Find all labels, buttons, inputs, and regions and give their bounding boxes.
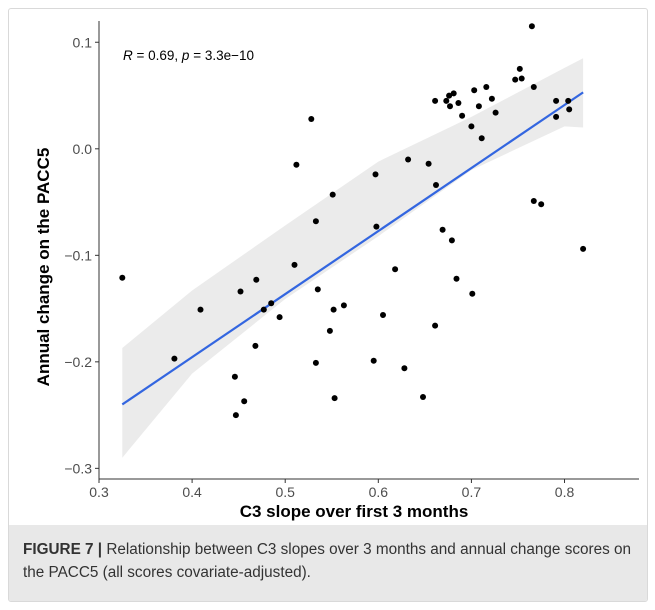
data-point-12: [291, 261, 298, 268]
y-tick-label-0: 0.1: [73, 34, 93, 50]
data-point-45: [469, 290, 476, 297]
data-point-25: [373, 223, 380, 230]
data-point-59: [553, 97, 560, 104]
data-point-23: [370, 357, 377, 364]
data-point-17: [314, 286, 321, 293]
figure-caption: FIGURE 7 | Relationship between C3 slope…: [9, 525, 647, 601]
data-point-26: [380, 312, 386, 318]
data-point-18: [326, 327, 333, 334]
data-point-16: [312, 359, 319, 366]
data-point-41: [453, 275, 460, 282]
y-tick-label-3: −0.2: [64, 354, 92, 370]
data-point-42: [455, 100, 462, 106]
figure-label: FIGURE 7 |: [23, 541, 103, 558]
fit-line: [121, 91, 584, 406]
data-point-36: [443, 97, 450, 104]
confidence-band-layer: [122, 58, 584, 458]
data-point-54: [518, 75, 525, 82]
data-point-1: [171, 355, 178, 362]
data-point-8: [253, 276, 260, 283]
figure-panel: 0.3 0.4 0.5 0.6 0.7 0.8 0.1 0.0 −0.1 −0.2 −0.3 R =…: [8, 8, 648, 602]
x-tick-label-0: 0.3: [89, 484, 109, 500]
y-tick-label-4: −0.3: [64, 460, 92, 476]
x-axis-title: C3 slope over first 3 months: [240, 502, 469, 521]
x-tick-label-1: 0.4: [182, 484, 202, 500]
data-point-13: [293, 161, 300, 168]
data-point-34: [432, 322, 439, 329]
data-point-39: [448, 237, 455, 244]
data-point-55: [528, 23, 535, 30]
data-point-61: [565, 97, 572, 104]
fit-line-layer: [121, 91, 584, 406]
data-point-57: [530, 198, 537, 204]
data-point-37: [446, 92, 453, 99]
data-point-49: [483, 84, 490, 90]
correlation-annotation: R = 0.69, p = 3.3e−10: [123, 48, 254, 63]
data-point-63: [580, 245, 587, 252]
data-point-31: [425, 160, 432, 167]
data-point-47: [475, 103, 482, 110]
data-point-22: [340, 302, 347, 309]
scatter-chart: 0.3 0.4 0.5 0.6 0.7 0.8 0.1 0.0 −0.1 −0.2 −0.3 R =…: [34, 21, 639, 521]
data-point-51: [492, 109, 499, 116]
data-point-11: [276, 314, 283, 321]
data-point-60: [553, 113, 560, 120]
axes-layer: 0.3 0.4 0.5 0.6 0.7 0.8 0.1 0.0 −0.1 −0.2 −0.3: [64, 21, 639, 500]
data-point-35: [439, 226, 446, 233]
data-point-53: [516, 65, 523, 72]
data-point-32: [432, 97, 439, 104]
y-tick-label-1: 0.0: [73, 141, 93, 157]
data-point-14: [308, 116, 315, 122]
data-point-0: [119, 274, 126, 281]
x-tick-label-5: 0.8: [555, 484, 575, 500]
data-point-3: [231, 373, 238, 380]
x-tick-label-3: 0.6: [369, 484, 389, 500]
points-layer: [119, 23, 587, 419]
data-point-19: [329, 191, 336, 198]
data-point-46: [471, 87, 478, 94]
data-point-50: [488, 95, 495, 102]
data-point-28: [401, 365, 408, 372]
confidence-band: [122, 58, 584, 458]
x-tick-label-2: 0.5: [275, 484, 295, 500]
data-point-2: [197, 306, 204, 313]
data-point-56: [530, 84, 537, 90]
data-point-43: [459, 112, 466, 119]
data-point-5: [237, 288, 244, 295]
data-point-20: [330, 306, 337, 313]
data-point-10: [268, 300, 275, 307]
data-point-9: [260, 306, 267, 313]
x-tick-label-4: 0.7: [462, 484, 482, 500]
data-point-30: [420, 394, 426, 400]
data-point-21: [331, 395, 338, 402]
data-point-52: [512, 76, 519, 83]
data-point-27: [392, 266, 399, 273]
data-point-29: [405, 156, 412, 163]
y-tick-label-2: −0.1: [64, 247, 92, 263]
data-point-62: [566, 106, 573, 113]
y-axis-title: Annual change on the PACC5: [34, 148, 53, 387]
data-point-58: [538, 201, 545, 208]
data-point-48: [478, 135, 485, 142]
caption-text: Relationship between C3 slopes over 3 mo…: [23, 541, 632, 581]
data-point-15: [312, 218, 319, 225]
data-point-7: [252, 342, 259, 349]
data-point-24: [372, 171, 379, 178]
data-point-33: [433, 182, 439, 188]
data-point-6: [241, 398, 248, 405]
data-point-4: [232, 412, 239, 419]
data-point-44: [468, 123, 475, 130]
data-point-40: [450, 90, 457, 97]
data-point-38: [447, 103, 453, 110]
